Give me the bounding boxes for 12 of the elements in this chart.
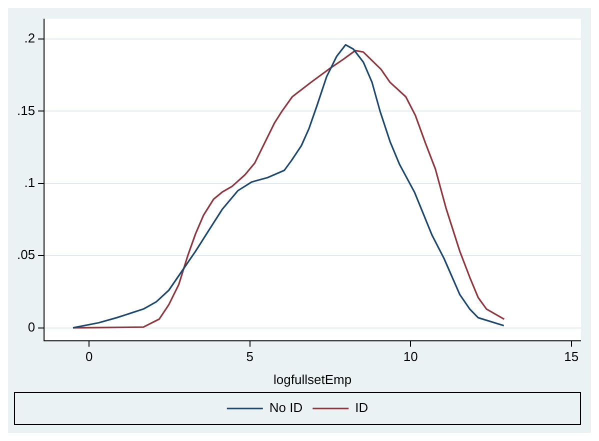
legend-label: No ID	[269, 400, 303, 416]
x-tick-label: 10	[403, 349, 418, 364]
y-tick-label: .15	[16, 102, 36, 118]
y-tick-label: 0	[28, 319, 36, 334]
x-tick-label: 5	[246, 349, 254, 364]
y-tick-label: .05	[16, 247, 36, 262]
y-tick-label: .2	[24, 30, 36, 46]
x-axis-title: logfullsetEmp	[274, 372, 352, 387]
legend-label: ID	[355, 400, 368, 416]
y-tick-label: .1	[24, 174, 36, 190]
x-tick-label: 0	[85, 349, 93, 364]
x-tick-label: 15	[564, 349, 579, 364]
